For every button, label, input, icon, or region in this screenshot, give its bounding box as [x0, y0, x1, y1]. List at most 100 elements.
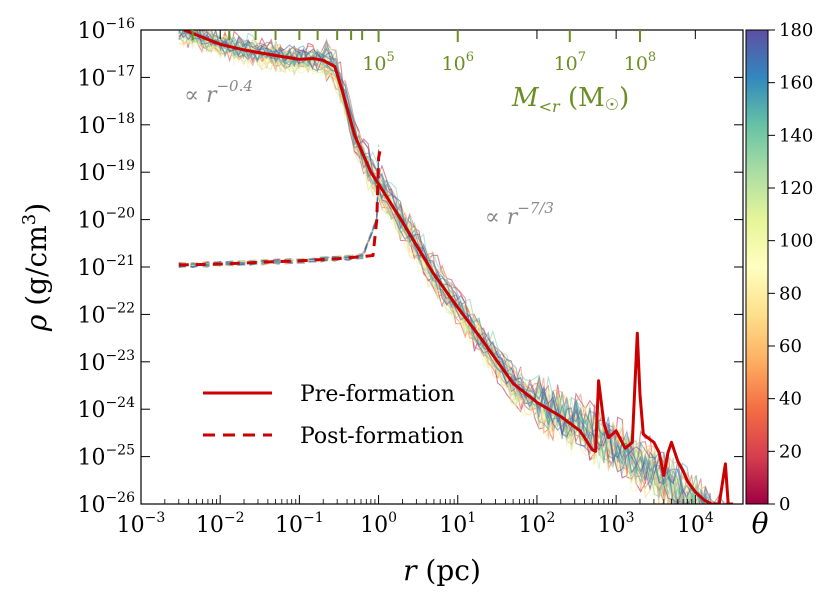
slope-annotation: ∝ r−0.4: [184, 77, 253, 108]
colorbar-ticks: 0 20 40 60 80 100 120 140 160 180: [768, 20, 813, 515]
x-axis-label-var: r: [403, 554, 418, 587]
y-tick-exponent: −17: [105, 63, 135, 79]
colorbar: 0 20 40 60 80 100 120 140 160 180 θ: [745, 20, 813, 540]
y-tick-base: 10: [77, 493, 105, 518]
y-tick-label: 10−26: [77, 490, 135, 518]
series-layer: [178, 30, 734, 504]
y-tick-exponent: −24: [105, 395, 135, 411]
theta-post-line: [178, 147, 380, 268]
y-tick-exponent: −19: [105, 158, 135, 174]
y-axis-label-exp: 3: [19, 214, 40, 225]
x-tick-base: 10: [677, 513, 705, 538]
theta-post-line: [178, 151, 380, 267]
y-tick-base: 10: [77, 446, 105, 471]
colorbar-tick-label: 160: [779, 73, 813, 94]
legend-label: Pre-formation: [300, 382, 455, 407]
theta-post-line: [178, 170, 380, 269]
theta-post-line: [178, 151, 380, 267]
top-tick-exponent: 6: [466, 50, 474, 65]
y-tick-base: 10: [77, 19, 105, 44]
y-tick-label: 10−20: [77, 206, 135, 234]
colorbar-tick-label: 140: [779, 125, 813, 146]
y-tick-label: 10−19: [77, 158, 135, 186]
x-tick-base: 10: [360, 513, 388, 538]
y-tick-exponent: −26: [105, 490, 135, 506]
theta-post-line: [178, 160, 380, 269]
pre-formation-line: [183, 30, 734, 504]
y-tick-label: 10−17: [77, 63, 135, 91]
slope-annotation-exponent: −0.4: [216, 77, 252, 95]
x-tick-exponent: 0: [388, 510, 397, 526]
y-tick-label: 10−24: [77, 395, 135, 423]
y-tick-base: 10: [77, 398, 105, 423]
top-tick-base: 10: [624, 53, 648, 75]
theta-post-line: [178, 161, 380, 267]
colorbar-tick-label: 40: [779, 389, 802, 410]
top-mass-axis-ticks: 105 106 107 108: [191, 30, 656, 75]
theta-post-line: [178, 167, 380, 269]
x-tick-label: 100: [360, 510, 397, 538]
theta-post-line: [178, 149, 380, 268]
y-axis-ticks: 10−2610−2510−2410−2310−2210−2110−2010−19…: [77, 16, 743, 518]
post-formation-line: [178, 149, 382, 267]
x-tick-label: 102: [518, 510, 555, 538]
y-tick-label: 10−25: [77, 443, 135, 471]
y-tick-exponent: −21: [105, 253, 135, 269]
y-tick-base: 10: [77, 209, 105, 234]
y-tick-base: 10: [77, 114, 105, 139]
x-tick-label: 10−3: [117, 510, 166, 538]
top-axis-label-sub: <r: [539, 97, 561, 116]
top-tick-label: 107: [554, 50, 586, 75]
top-tick-exponent: 5: [387, 50, 395, 65]
y-tick-exponent: −20: [105, 206, 135, 222]
x-axis-label-unit: (pc): [417, 554, 481, 587]
theta-post-line: [178, 163, 380, 269]
x-tick-base: 10: [598, 513, 626, 538]
y-axis-label: ρ (g/cm3): [19, 203, 53, 332]
slope-annotation-exponent: −7/3: [517, 199, 554, 217]
top-tick-label: 106: [442, 50, 474, 75]
top-tick-exponent: 7: [578, 50, 586, 65]
x-tick-exponent: 4: [705, 510, 714, 526]
colorbar-gradient: [745, 29, 769, 505]
y-tick-base: 10: [77, 303, 105, 328]
theta-post-line: [178, 146, 380, 266]
theta-post-line: [178, 168, 380, 267]
theta-post-line: [178, 155, 380, 267]
top-axis-label-close: ): [619, 83, 629, 113]
theta-post-line: [178, 147, 380, 266]
theta-post-line: [178, 163, 380, 268]
theta-post-line: [178, 155, 380, 265]
x-tick-label: 101: [439, 510, 476, 538]
x-tick-exponent: 3: [626, 510, 635, 526]
x-tick-base: 10: [439, 513, 467, 538]
slope-annotation-prefix: ∝ r: [184, 83, 218, 108]
theta-post-line: [178, 153, 380, 265]
theta-post-line: [178, 162, 380, 268]
top-tick-base: 10: [554, 53, 578, 75]
theta-post-line: [178, 153, 380, 268]
x-tick-base: 10: [518, 513, 546, 538]
y-tick-label: 10−23: [77, 348, 135, 376]
theta-post-line: [178, 162, 380, 268]
y-tick-label: 10−21: [77, 253, 135, 281]
theta-post-line: [178, 164, 380, 268]
x-tick-exponent: −2: [224, 510, 245, 526]
theta-post-line: [178, 146, 380, 268]
x-tick-exponent: −1: [303, 510, 324, 526]
colorbar-label: θ: [752, 507, 769, 540]
y-tick-label: 10−22: [77, 300, 135, 328]
y-tick-exponent: −22: [105, 300, 135, 316]
theta-post-line: [178, 156, 380, 265]
theta-post-line: [178, 158, 380, 266]
colorbar-tick-label: 120: [779, 178, 813, 199]
y-tick-base: 10: [77, 161, 105, 186]
slope-annotation-prefix: ∝ r: [485, 205, 519, 230]
top-axis-label-m: M: [511, 83, 540, 113]
theta-post-line: [178, 156, 380, 269]
legend: Pre-formation Post-formation: [203, 382, 464, 449]
theta-profile-line: [178, 30, 703, 504]
y-axis-label-close: ): [20, 203, 53, 214]
y-tick-label: 10−16: [77, 16, 135, 44]
theta-post-line: [178, 163, 380, 268]
